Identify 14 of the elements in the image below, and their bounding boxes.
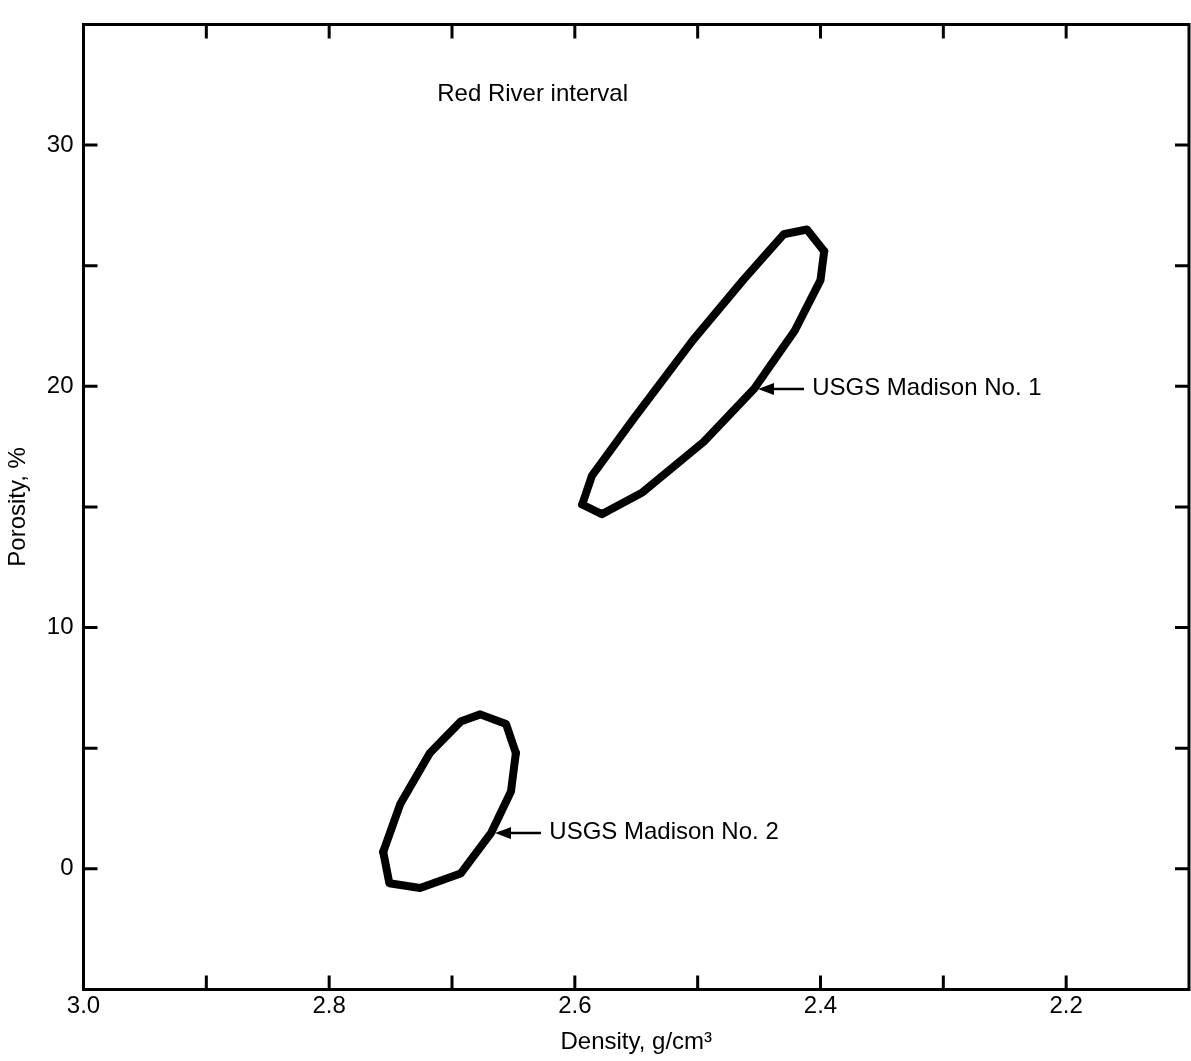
x-axis-title: Density, g/cm³ — [560, 1027, 713, 1055]
x-tick-label: 2.8 — [312, 991, 346, 1019]
x-tick-label: 2.2 — [1049, 991, 1083, 1019]
annotation: USGS Madison No. 2 — [549, 817, 779, 845]
x-tick-label: 2.6 — [558, 991, 592, 1019]
y-tick-label: 0 — [60, 853, 74, 881]
y-tick-label: 10 — [46, 612, 74, 640]
annotation: USGS Madison No. 1 — [812, 373, 1042, 401]
y-axis-title: Porosity, % — [3, 447, 31, 567]
annotation: Red River interval — [437, 79, 628, 107]
x-tick-label: 3.0 — [66, 991, 101, 1019]
y-tick-label: 20 — [46, 370, 74, 398]
y-tick-label: 30 — [46, 129, 74, 157]
x-tick-label: 2.4 — [803, 991, 838, 1019]
